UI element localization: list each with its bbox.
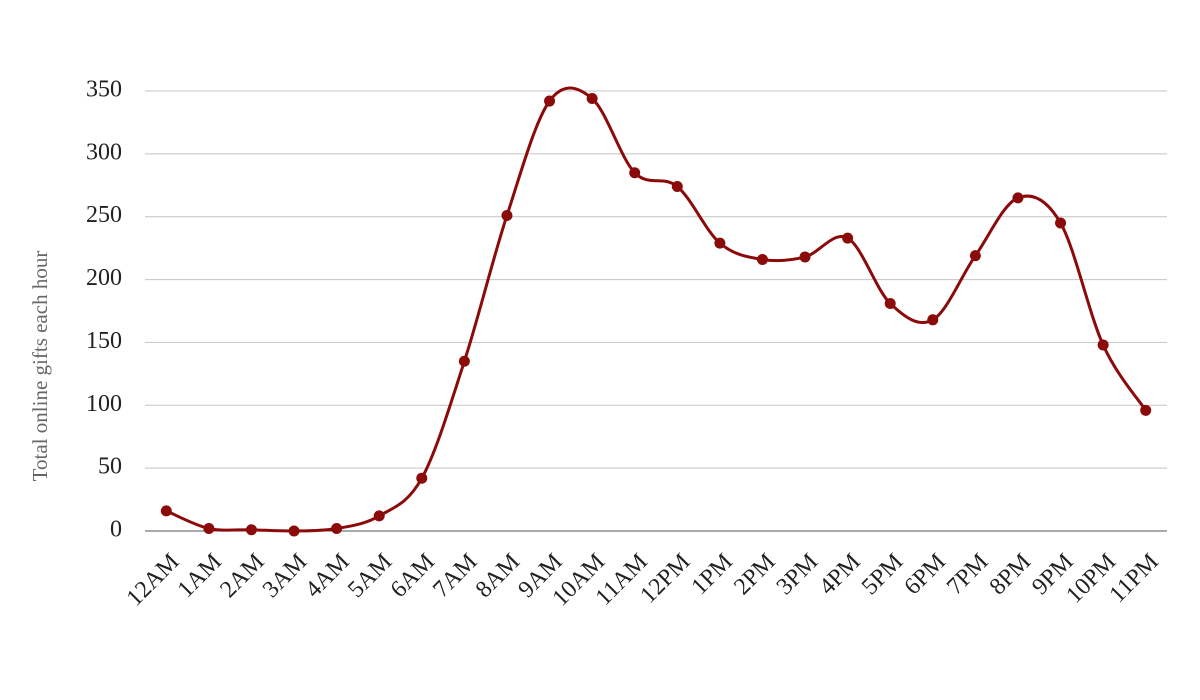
marker bbox=[714, 237, 726, 249]
marker bbox=[842, 232, 854, 244]
x-tick-label: 1AM bbox=[173, 549, 227, 603]
marker bbox=[671, 181, 683, 193]
marker bbox=[1097, 339, 1109, 351]
marker bbox=[288, 525, 300, 537]
marker bbox=[1012, 192, 1024, 204]
marker bbox=[586, 93, 598, 105]
y-tick-label: 0 bbox=[110, 517, 122, 543]
y-tick-label: 350 bbox=[86, 77, 122, 103]
x-tick-label: 7AM bbox=[428, 549, 482, 603]
x-tick-label: 7PM bbox=[942, 549, 993, 600]
x-tick-label: 3AM bbox=[258, 549, 312, 603]
y-tick-label: 250 bbox=[86, 202, 122, 228]
marker bbox=[203, 522, 215, 534]
x-tick-label: 2AM bbox=[215, 549, 269, 603]
x-tick-label: 8PM bbox=[985, 549, 1036, 600]
y-tick-label: 50 bbox=[98, 454, 122, 480]
y-tick-label: 100 bbox=[86, 391, 122, 417]
marker bbox=[799, 251, 811, 263]
marker bbox=[160, 505, 172, 517]
x-tick-label: 5PM bbox=[857, 549, 908, 600]
marker bbox=[1055, 217, 1067, 229]
y-tick-label: 300 bbox=[86, 139, 122, 165]
x-tick-label: 5AM bbox=[343, 549, 397, 603]
line bbox=[165, 86, 1147, 533]
y-tick-label: 150 bbox=[86, 328, 122, 354]
marker bbox=[1140, 404, 1152, 416]
marker bbox=[544, 95, 556, 107]
x-tick-label: 3PM bbox=[772, 549, 823, 600]
marker bbox=[927, 314, 939, 326]
marker bbox=[245, 524, 257, 536]
marker bbox=[501, 209, 513, 221]
x-tick-label: 4PM bbox=[814, 549, 865, 600]
x-tick-label: 8AM bbox=[471, 549, 525, 603]
x-tick-label: 1PM bbox=[687, 549, 738, 600]
marker bbox=[629, 167, 641, 179]
marker bbox=[969, 250, 981, 262]
marker bbox=[373, 510, 385, 522]
marker bbox=[458, 355, 470, 367]
marker bbox=[331, 522, 343, 534]
x-tick-label: 4AM bbox=[301, 549, 355, 603]
x-tick-label: 12PM bbox=[636, 549, 696, 609]
x-tick-label: 12AM bbox=[122, 549, 185, 612]
x-tick-label: 2PM bbox=[729, 549, 780, 600]
y-axis-title: Total online gifts each hour bbox=[28, 251, 52, 482]
marker bbox=[756, 253, 768, 265]
x-tick-label: 10PM bbox=[1061, 549, 1121, 609]
y-tick-label: 200 bbox=[86, 265, 122, 291]
marker bbox=[416, 472, 428, 484]
x-tick-label: 11PM bbox=[1105, 549, 1164, 608]
x-tick-label: 6PM bbox=[900, 549, 951, 600]
x-tick-label: 6AM bbox=[386, 549, 440, 603]
marker bbox=[884, 297, 896, 309]
